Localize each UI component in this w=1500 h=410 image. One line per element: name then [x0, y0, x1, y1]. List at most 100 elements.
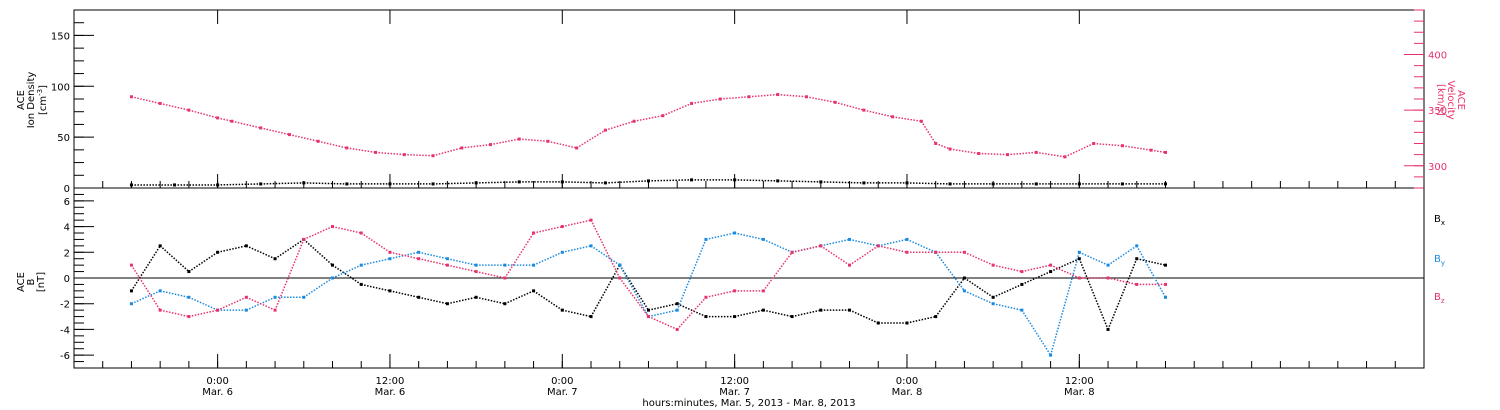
x-tick-time: 12:00: [376, 376, 405, 387]
x-tick-date: Mar. 7: [547, 387, 578, 398]
x-tick-time: 0:00: [206, 376, 228, 387]
b-tick-label: 4: [64, 223, 70, 234]
b-blue-segment: [906, 238, 937, 253]
density-segment: [303, 182, 347, 185]
x-tick-time: 12:00: [720, 376, 749, 387]
b-tick-label: 6: [64, 197, 70, 208]
b-tick-label: -6: [60, 351, 70, 362]
b-black-segment: [418, 296, 448, 305]
b-black-segment: [246, 245, 276, 260]
b-pink-segment: [648, 315, 678, 331]
b-pink-segment: [504, 232, 535, 279]
b-blue-segment: [1107, 245, 1138, 266]
velocity-segment: [1151, 149, 1166, 154]
b-pink-segment: [533, 225, 563, 234]
b-pink-segment: [274, 239, 305, 311]
b-black-point: [1163, 263, 1167, 267]
b-black-segment: [734, 309, 764, 318]
velocity-segment: [188, 109, 218, 119]
legend-by: By: [1434, 254, 1445, 267]
velocity-segment: [217, 117, 233, 122]
velocity-segment: [461, 143, 491, 149]
b-pink-segment: [964, 251, 994, 266]
density-segment: [777, 180, 821, 183]
plot-frames: [73, 9, 1425, 369]
b-blue-segment: [1136, 245, 1167, 298]
velocity-segment: [949, 148, 979, 155]
b-pink-group: [129, 218, 1167, 331]
velocity-segment: [346, 147, 376, 154]
velocity-segment: [404, 153, 434, 157]
x-tick-date: Mar. 8: [892, 387, 923, 398]
b-blue-segment: [763, 238, 793, 253]
data-layer: [129, 93, 1167, 357]
density-segment: [820, 181, 864, 184]
b-pink-segment: [562, 219, 592, 228]
b-pink-segment: [820, 245, 850, 266]
b-blue-segment: [849, 238, 879, 247]
b-blue-segment: [590, 245, 621, 266]
velocity-tick-label: 300: [1428, 162, 1447, 173]
velocity-segment: [576, 129, 606, 149]
b-black-segment: [964, 277, 994, 298]
b-black-segment: [1078, 258, 1109, 330]
x-tick-time: 0:00: [551, 376, 573, 387]
velocity-tick-label: 350: [1428, 106, 1447, 117]
b-blue-segment: [992, 302, 1023, 311]
b-black-segment: [130, 245, 161, 292]
x-tick-date: Mar. 7: [719, 387, 750, 398]
velocity-segment: [260, 127, 290, 136]
b-tick-label: -4: [60, 325, 70, 336]
b-black-segment: [763, 309, 793, 318]
b-blue-segment: [361, 257, 391, 266]
b-black-segment: [303, 238, 334, 266]
x-tick-time: 0:00: [896, 376, 918, 387]
b-pink-segment: [992, 264, 1023, 273]
density-segment: [734, 179, 778, 182]
b-blue-segment: [188, 296, 218, 311]
velocity-segment: [1093, 142, 1123, 147]
velocity-segment: [432, 147, 462, 157]
b-blue-segment: [160, 290, 190, 299]
b-black-segment: [504, 290, 534, 305]
panel-1-frame: [73, 9, 1425, 189]
b-black-segment: [1107, 258, 1138, 330]
legend-bz: Bz: [1434, 292, 1445, 305]
density-segment: [605, 180, 649, 184]
b-pink-segment: [619, 277, 650, 318]
b-pink-segment: [705, 290, 735, 299]
b-pink-segment: [360, 232, 391, 253]
b-black-segment: [533, 290, 563, 311]
velocity-segment: [547, 140, 577, 149]
b-axis-title: ACEB[nT]: [16, 272, 47, 292]
density-segment: [433, 182, 477, 185]
density-tick-label: 150: [51, 31, 70, 42]
velocity-segment: [605, 120, 635, 131]
b-black-segment: [992, 283, 1023, 298]
b-black-segment: [188, 251, 219, 273]
x-axis-title: hours:minutes, Mar. 5, 2013 - Mar. 8, 20…: [642, 398, 855, 409]
x-tick-date: Mar. 8: [1064, 387, 1095, 398]
b-black-segment: [1021, 270, 1051, 286]
velocity-segment: [806, 96, 836, 104]
velocity-segment: [317, 140, 348, 149]
density-segment: [906, 182, 951, 185]
b-pink-segment: [1107, 277, 1137, 286]
b-black-segment: [159, 245, 190, 273]
density-segment: [476, 181, 520, 184]
velocity-segment: [375, 151, 405, 156]
b-pink-segment: [849, 245, 879, 266]
b-blue-point: [1163, 295, 1167, 299]
velocity-segment: [662, 102, 692, 117]
density-tick-label: 0: [64, 184, 70, 195]
b-pink-segment: [217, 296, 247, 311]
b-blue-segment: [332, 264, 362, 279]
density-tick-label: 50: [57, 133, 70, 144]
velocity-segment: [935, 142, 951, 150]
b-tick-label: 2: [64, 248, 70, 259]
b-blue-segment: [418, 251, 448, 260]
b-blue-segment: [676, 239, 707, 311]
velocity-segment: [519, 138, 548, 143]
velocity-segment: [490, 138, 520, 146]
